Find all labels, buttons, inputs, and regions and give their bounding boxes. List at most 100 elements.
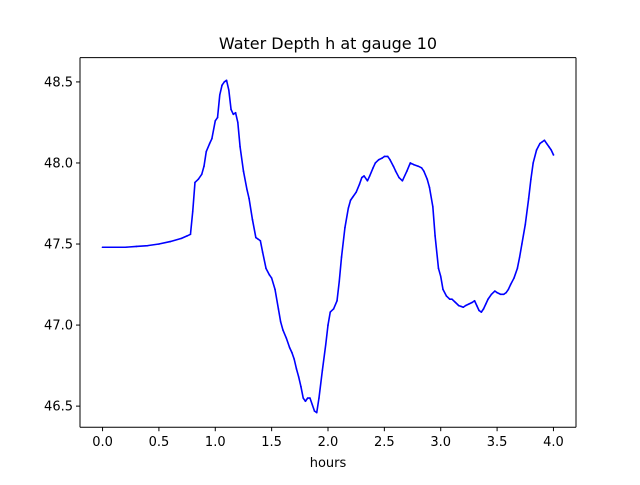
data-point <box>507 288 510 291</box>
data-point <box>232 113 235 116</box>
data-point <box>321 369 324 372</box>
data-point <box>417 165 419 168</box>
data-point <box>530 178 532 180</box>
data-point <box>291 351 293 354</box>
data-point <box>194 181 196 184</box>
data-point <box>313 410 316 412</box>
data-point <box>349 199 352 202</box>
data-point <box>432 205 434 208</box>
data-point <box>200 173 203 176</box>
data-point <box>445 295 448 297</box>
data-point <box>158 243 160 245</box>
data-point <box>448 298 451 300</box>
data-point <box>548 145 550 148</box>
data-point <box>366 180 369 182</box>
data-point <box>352 196 354 198</box>
series-layer <box>101 79 555 414</box>
data-point <box>297 376 300 378</box>
data-point <box>239 145 241 148</box>
data-point <box>218 94 221 96</box>
data-point <box>135 245 138 248</box>
data-point <box>389 158 391 161</box>
data-point <box>471 301 474 304</box>
data-point <box>332 308 335 310</box>
data-point <box>246 188 248 190</box>
data-point <box>437 267 440 270</box>
data-point <box>374 162 377 164</box>
data-point <box>186 235 188 237</box>
data-point <box>524 223 527 226</box>
data-point <box>203 165 205 168</box>
data-point <box>223 81 226 83</box>
data-point <box>496 291 498 294</box>
data-point <box>541 141 543 143</box>
data-point <box>189 233 192 236</box>
data-point <box>225 79 228 82</box>
data-point <box>490 293 493 296</box>
data-point <box>451 298 453 300</box>
data-point <box>288 346 291 349</box>
data-point <box>101 246 104 249</box>
data-point <box>279 321 282 323</box>
data-point <box>518 256 521 258</box>
x-tick-label: 4.0 <box>543 435 564 450</box>
data-point <box>251 218 254 221</box>
x-tick-label: 0.0 <box>92 435 113 450</box>
data-point <box>327 324 329 326</box>
data-point <box>401 180 404 182</box>
data-point <box>237 121 239 124</box>
data-point <box>197 178 200 180</box>
data-point <box>457 304 460 307</box>
data-point <box>516 267 519 270</box>
data-point <box>550 149 552 151</box>
y-tick-label: 46.5 <box>44 400 73 415</box>
data-point <box>473 299 476 302</box>
data-point <box>442 288 444 291</box>
data-point <box>535 149 538 151</box>
data-point <box>255 236 257 239</box>
data-point <box>211 137 213 140</box>
data-point <box>412 163 415 166</box>
data-point <box>261 251 264 253</box>
data-point <box>113 246 115 249</box>
y-tick-label: 47.5 <box>44 238 73 253</box>
data-point <box>208 142 211 145</box>
data-point <box>368 175 371 177</box>
data-point <box>324 343 327 346</box>
data-point <box>381 157 383 159</box>
data-point <box>234 111 237 114</box>
data-point <box>499 293 502 296</box>
data-point <box>336 299 338 302</box>
data-point <box>372 167 374 169</box>
data-point <box>377 158 380 161</box>
data-point <box>454 301 457 304</box>
data-point <box>439 275 442 278</box>
data-point <box>329 311 332 313</box>
data-point <box>344 227 346 229</box>
data-point <box>124 246 126 249</box>
data-point <box>169 240 171 243</box>
x-tick-label: 2.5 <box>374 435 395 450</box>
data-point <box>468 303 470 305</box>
data-point <box>259 239 262 242</box>
data-point <box>487 298 489 300</box>
chart-title: Water Depth h at gauge 10 <box>219 34 437 53</box>
data-point <box>265 267 267 270</box>
data-point <box>485 303 487 305</box>
data-point <box>532 162 534 164</box>
data-point <box>460 305 462 308</box>
data-point <box>521 243 523 245</box>
data-point <box>277 308 280 310</box>
data-point <box>545 142 548 145</box>
data-point <box>221 84 223 86</box>
data-point <box>302 397 305 399</box>
data-point <box>191 210 194 213</box>
data-point <box>423 170 425 172</box>
data-point <box>363 175 365 177</box>
data-point <box>338 280 341 283</box>
data-point <box>476 304 478 307</box>
data-point <box>295 368 298 370</box>
data-point <box>505 291 507 294</box>
y-axis-ticks: 46.5 47.0 47.5 48.0 48.5 <box>44 75 80 415</box>
